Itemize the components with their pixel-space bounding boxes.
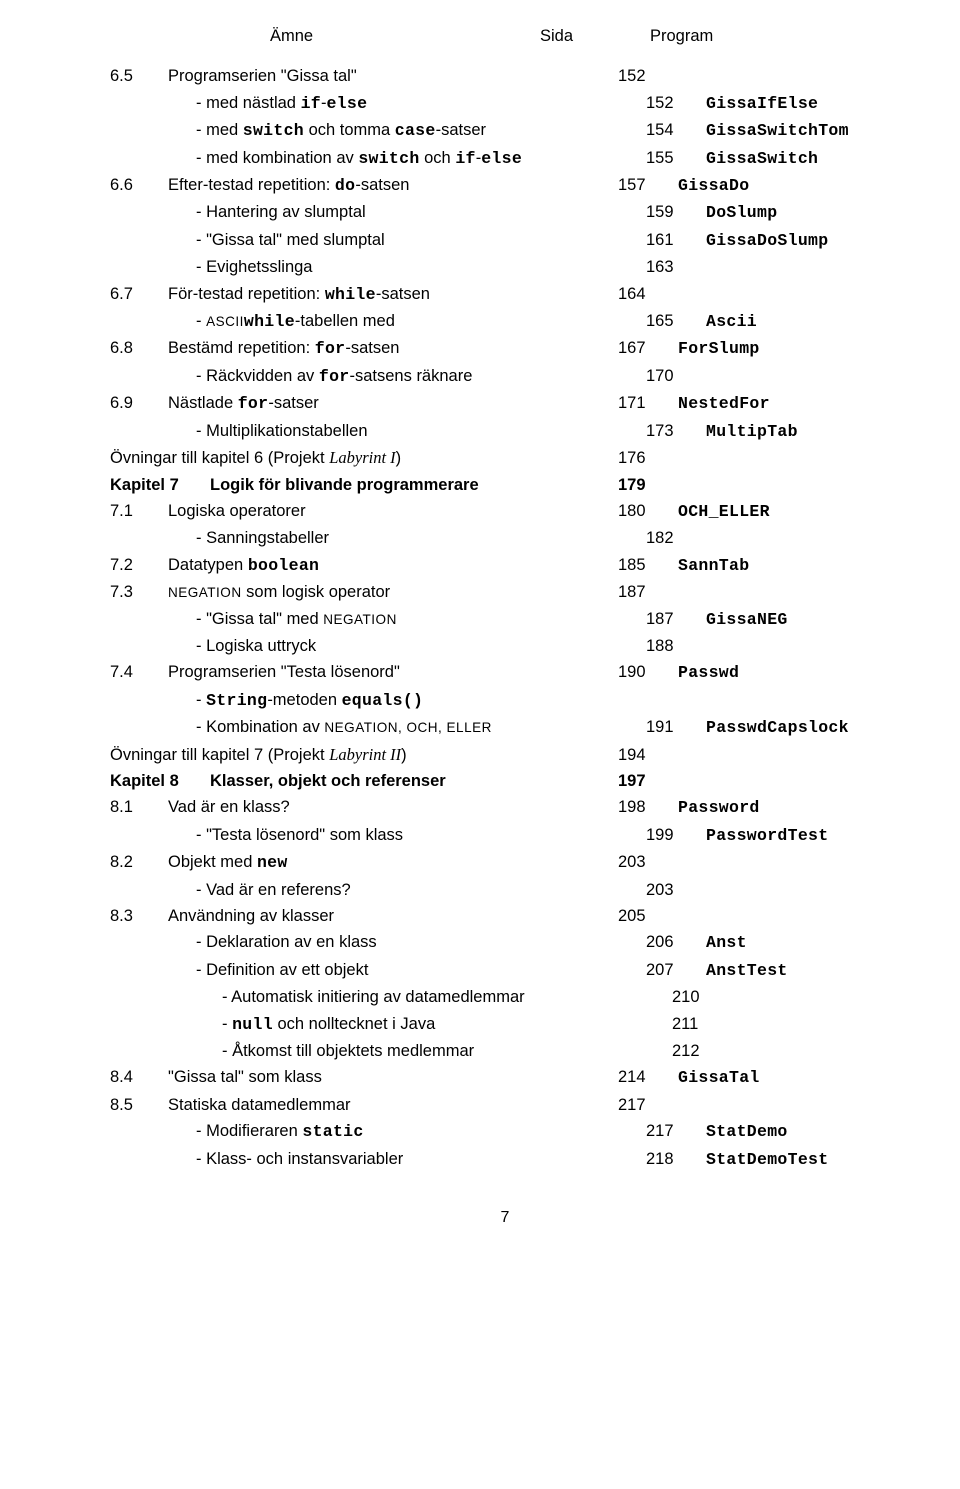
toc-row: Kapitel 7Logik för blivande programmerar… — [110, 473, 900, 497]
toc-row: - Hantering av slumptal159DoSlump — [110, 200, 900, 225]
toc-row: - Logiska uttryck188 — [110, 634, 900, 658]
toc-row: - "Gissa tal" med slumptal161GissaDoSlum… — [110, 228, 900, 253]
toc-row: 7.1Logiska operatorer180OCH_ELLER — [110, 499, 900, 524]
page-number: 7 — [110, 1206, 900, 1230]
toc-row: - Modifieraren static217StatDemo — [110, 1119, 900, 1144]
toc-row: Övningar till kapitel 6 (Projekt Labyrin… — [110, 446, 900, 470]
toc-row: - "Testa lösenord" som klass199PasswordT… — [110, 823, 900, 848]
toc-row: - Deklaration av en klass206Anst — [110, 930, 900, 955]
toc-row: - null och nolltecknet i Java211 — [110, 1012, 900, 1037]
toc-row: 7.2Datatypen boolean185SannTab — [110, 553, 900, 578]
toc-row: - med switch och tomma case-satser154Gis… — [110, 118, 900, 143]
toc-row: 6.8Bestämd repetition: for-satsen167ForS… — [110, 336, 900, 361]
toc-row: - String-metoden equals() — [110, 688, 900, 713]
toc-row: - Vad är en referens?203 — [110, 878, 900, 902]
toc-row: - ASCIIwhile-tabellen med 165Ascii — [110, 309, 900, 334]
toc-row: 8.1Vad är en klass?198Password — [110, 795, 900, 820]
toc-row: - "Gissa tal" med NEGATION187GissaNEG — [110, 607, 900, 632]
toc-row: 6.9Nästlade for-satser171NestedFor — [110, 391, 900, 416]
toc-row: 6.7För-testad repetition: while-satsen16… — [110, 282, 900, 307]
toc-row: Övningar till kapitel 7 (Projekt Labyrin… — [110, 743, 900, 767]
toc-row: - Åtkomst till objektets medlemmar212 — [110, 1039, 900, 1063]
toc-row: 6.5Programserien "Gissa tal"152 — [110, 64, 900, 88]
toc-row: - Multiplikationstabellen173MultipTab — [110, 419, 900, 444]
toc-row: 8.2Objekt med new203 — [110, 850, 900, 875]
toc-row: - Automatisk initiering av datamedlemmar… — [110, 985, 900, 1009]
toc-row: 6.6Efter-testad repetition: do-satsen157… — [110, 173, 900, 198]
toc-body: 6.5Programserien "Gissa tal"152 - med näs… — [110, 64, 900, 1172]
toc-row: - med kombination av switch och if-else1… — [110, 146, 900, 171]
toc-row: - Definition av ett objekt207AnstTest — [110, 958, 900, 983]
header-program: Program — [650, 24, 900, 48]
toc-row: 8.4"Gissa tal" som klass214GissaTal — [110, 1065, 900, 1090]
toc-row: 8.5Statiska datamedlemmar217 — [110, 1093, 900, 1117]
toc-row: - Räckvidden av for-satsens räknare170 — [110, 364, 900, 389]
toc-row: 7.3NEGATION som logisk operator187 — [110, 580, 900, 604]
toc-row: - Evighetsslinga163 — [110, 255, 900, 279]
toc-row: Kapitel 8Klasser, objekt och referenser1… — [110, 769, 900, 793]
toc-row: - Kombination av NEGATION, OCH, ELLER191… — [110, 715, 900, 740]
toc-row: - Klass- och instansvariabler218StatDemo… — [110, 1147, 900, 1172]
header-page: Sida — [540, 24, 650, 48]
toc-header: Ämne Sida Program — [270, 24, 900, 48]
toc-row: - Sanningstabeller182 — [110, 526, 900, 550]
toc-row: 8.3Användning av klasser205 — [110, 904, 900, 928]
header-subject: Ämne — [270, 24, 540, 48]
toc-row: - med nästlad if-else152GissaIfElse — [110, 91, 900, 116]
toc-row: 7.4Programserien "Testa lösenord"190Pass… — [110, 660, 900, 685]
